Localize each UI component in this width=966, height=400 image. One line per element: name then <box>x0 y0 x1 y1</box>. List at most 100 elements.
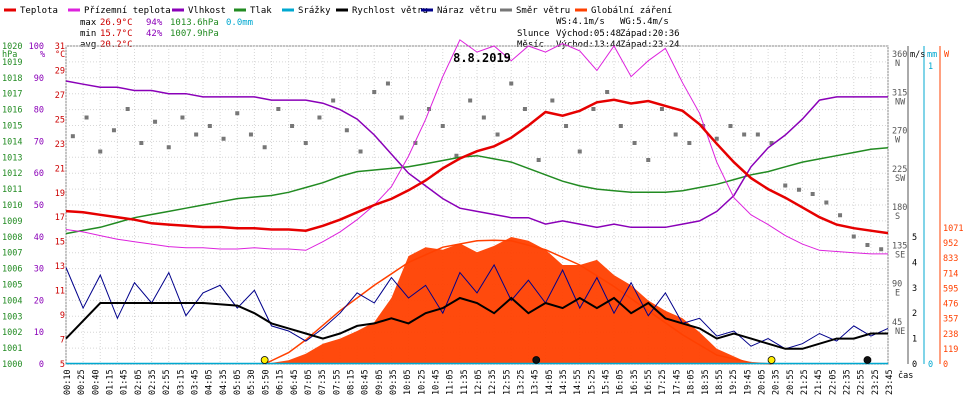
tick-radiation: 476 <box>943 300 958 310</box>
wind-direction-point <box>427 107 432 111</box>
wind-direction-point <box>564 124 569 128</box>
tick-time: 15:25 <box>587 369 597 395</box>
tick-time: 13:25 <box>517 369 527 395</box>
tick-radiation: 119 <box>943 345 958 355</box>
tick-hpa: 1000 <box>2 360 22 370</box>
tick-direction-name: W <box>895 136 901 146</box>
tick-time: 08:45 <box>361 369 371 395</box>
wind-direction-point <box>70 134 75 139</box>
stat-max-humidity: 94% <box>146 18 163 28</box>
tick-time: 10:45 <box>431 369 441 395</box>
stat-min-temp: 15.7°C <box>100 29 133 39</box>
tick-time: 05:50 <box>261 369 271 395</box>
left-axes: hPa% °C1000100110021003100410051006100710… <box>2 42 65 370</box>
tick-direction-name: SE <box>895 250 905 260</box>
tick-time: 09:05 <box>375 369 385 395</box>
tick-time: 19:25 <box>729 369 739 395</box>
stat-label: avg <box>80 40 96 50</box>
tick-time: 12:05 <box>474 369 484 395</box>
wind-direction-point <box>468 98 473 103</box>
tick-temp: 27 <box>55 91 65 101</box>
wind-direction-point <box>742 132 747 137</box>
tick-temp: 13 <box>55 262 65 272</box>
wind-direction-point <box>180 115 185 120</box>
tick-direction-deg: 360 <box>892 50 907 60</box>
wind-direction-point <box>618 124 623 128</box>
wind-direction-point <box>207 124 212 128</box>
tick-time: 20:05 <box>757 369 767 395</box>
wind-direction-point <box>687 141 692 145</box>
wind-direction-point <box>454 153 459 158</box>
tick-direction-name: E <box>895 289 900 299</box>
tick-hpa: 1002 <box>2 328 22 338</box>
moonset-marker <box>863 356 872 364</box>
tick-wind: 5 <box>912 233 917 243</box>
tick-hpa: 1012 <box>2 169 22 179</box>
wind-direction-point <box>331 98 336 103</box>
tick-time: 16:55 <box>644 369 654 395</box>
tick-time: 18:35 <box>701 369 711 395</box>
tick-radiation: 0 <box>943 360 948 370</box>
wind-direction-point <box>358 149 363 154</box>
tick-time: 03:45 <box>191 369 201 395</box>
wind-direction-point <box>783 183 788 188</box>
wind-direction-point <box>248 132 253 137</box>
tick-hpa: 1011 <box>2 185 22 195</box>
wind-direction-point <box>399 115 404 120</box>
unit-mm: mm <box>927 50 937 60</box>
tick-hpa: 1004 <box>2 296 22 306</box>
tick-time: 06:15 <box>276 369 286 395</box>
stat-max-pressure: 1013.6hPa <box>170 18 219 28</box>
legend-label: Přízemní teplota <box>84 6 171 16</box>
wind-direction-point <box>632 141 637 145</box>
tick-time: 22:35 <box>842 369 852 395</box>
tick-direction-deg: 315 <box>892 88 907 98</box>
tick-temp: 9 <box>60 311 65 321</box>
wind-direction-point <box>769 141 774 145</box>
tick-percent: 100 <box>29 42 44 52</box>
wind-direction-point <box>536 158 541 162</box>
tick-time: 01:15 <box>106 369 116 395</box>
tick-hpa: 1019 <box>2 58 22 68</box>
wind-direction-point <box>824 200 829 205</box>
wind-direction-point <box>317 115 322 120</box>
legend-label: Náraz větru <box>437 6 497 16</box>
tick-direction-name: NW <box>895 97 906 107</box>
tick-wind: 3 <box>912 284 917 294</box>
wind-direction-point <box>166 145 171 150</box>
unit-percent: % <box>40 50 45 60</box>
tick-hpa: 1018 <box>2 74 22 84</box>
tick-time: 11:05 <box>446 369 456 395</box>
tick-time: 17:25 <box>658 369 668 395</box>
tick-wind: 2 <box>912 309 917 319</box>
tick-hpa: 1014 <box>2 137 22 147</box>
stat-rain: 0.0mm <box>226 18 253 28</box>
wind-direction-point <box>728 124 733 128</box>
tick-direction-deg: 45 <box>892 318 902 328</box>
tick-time: 00:40 <box>91 369 101 395</box>
tick-time: 12:35 <box>488 369 498 395</box>
sunset-marker <box>767 356 776 364</box>
tick-temp: 29 <box>55 66 65 76</box>
wind-direction-point <box>440 124 445 128</box>
ground-temperature-line <box>65 39 888 255</box>
wind-direction-point <box>262 145 267 150</box>
tick-hpa: 1001 <box>2 344 22 354</box>
wind-direction-point <box>509 81 514 86</box>
tick-hpa: 1003 <box>2 312 22 322</box>
tick-rain: 0 <box>928 360 933 370</box>
tick-time: 22:05 <box>828 369 838 395</box>
tick-percent: 30 <box>34 265 44 275</box>
tick-temp: 31 <box>55 42 65 52</box>
plot-area <box>65 39 889 365</box>
tick-radiation: 714 <box>943 269 958 279</box>
tick-time: 14:35 <box>559 369 569 395</box>
wind-direction-point <box>522 107 527 111</box>
tick-time: 21:25 <box>800 369 810 395</box>
tick-time: 18:55 <box>715 369 725 395</box>
tick-percent: 40 <box>34 233 44 243</box>
tick-time: 07:05 <box>304 369 314 395</box>
wind-direction-point <box>646 158 651 162</box>
wind-direction-point <box>344 128 349 133</box>
tick-time: 02:35 <box>148 369 158 395</box>
